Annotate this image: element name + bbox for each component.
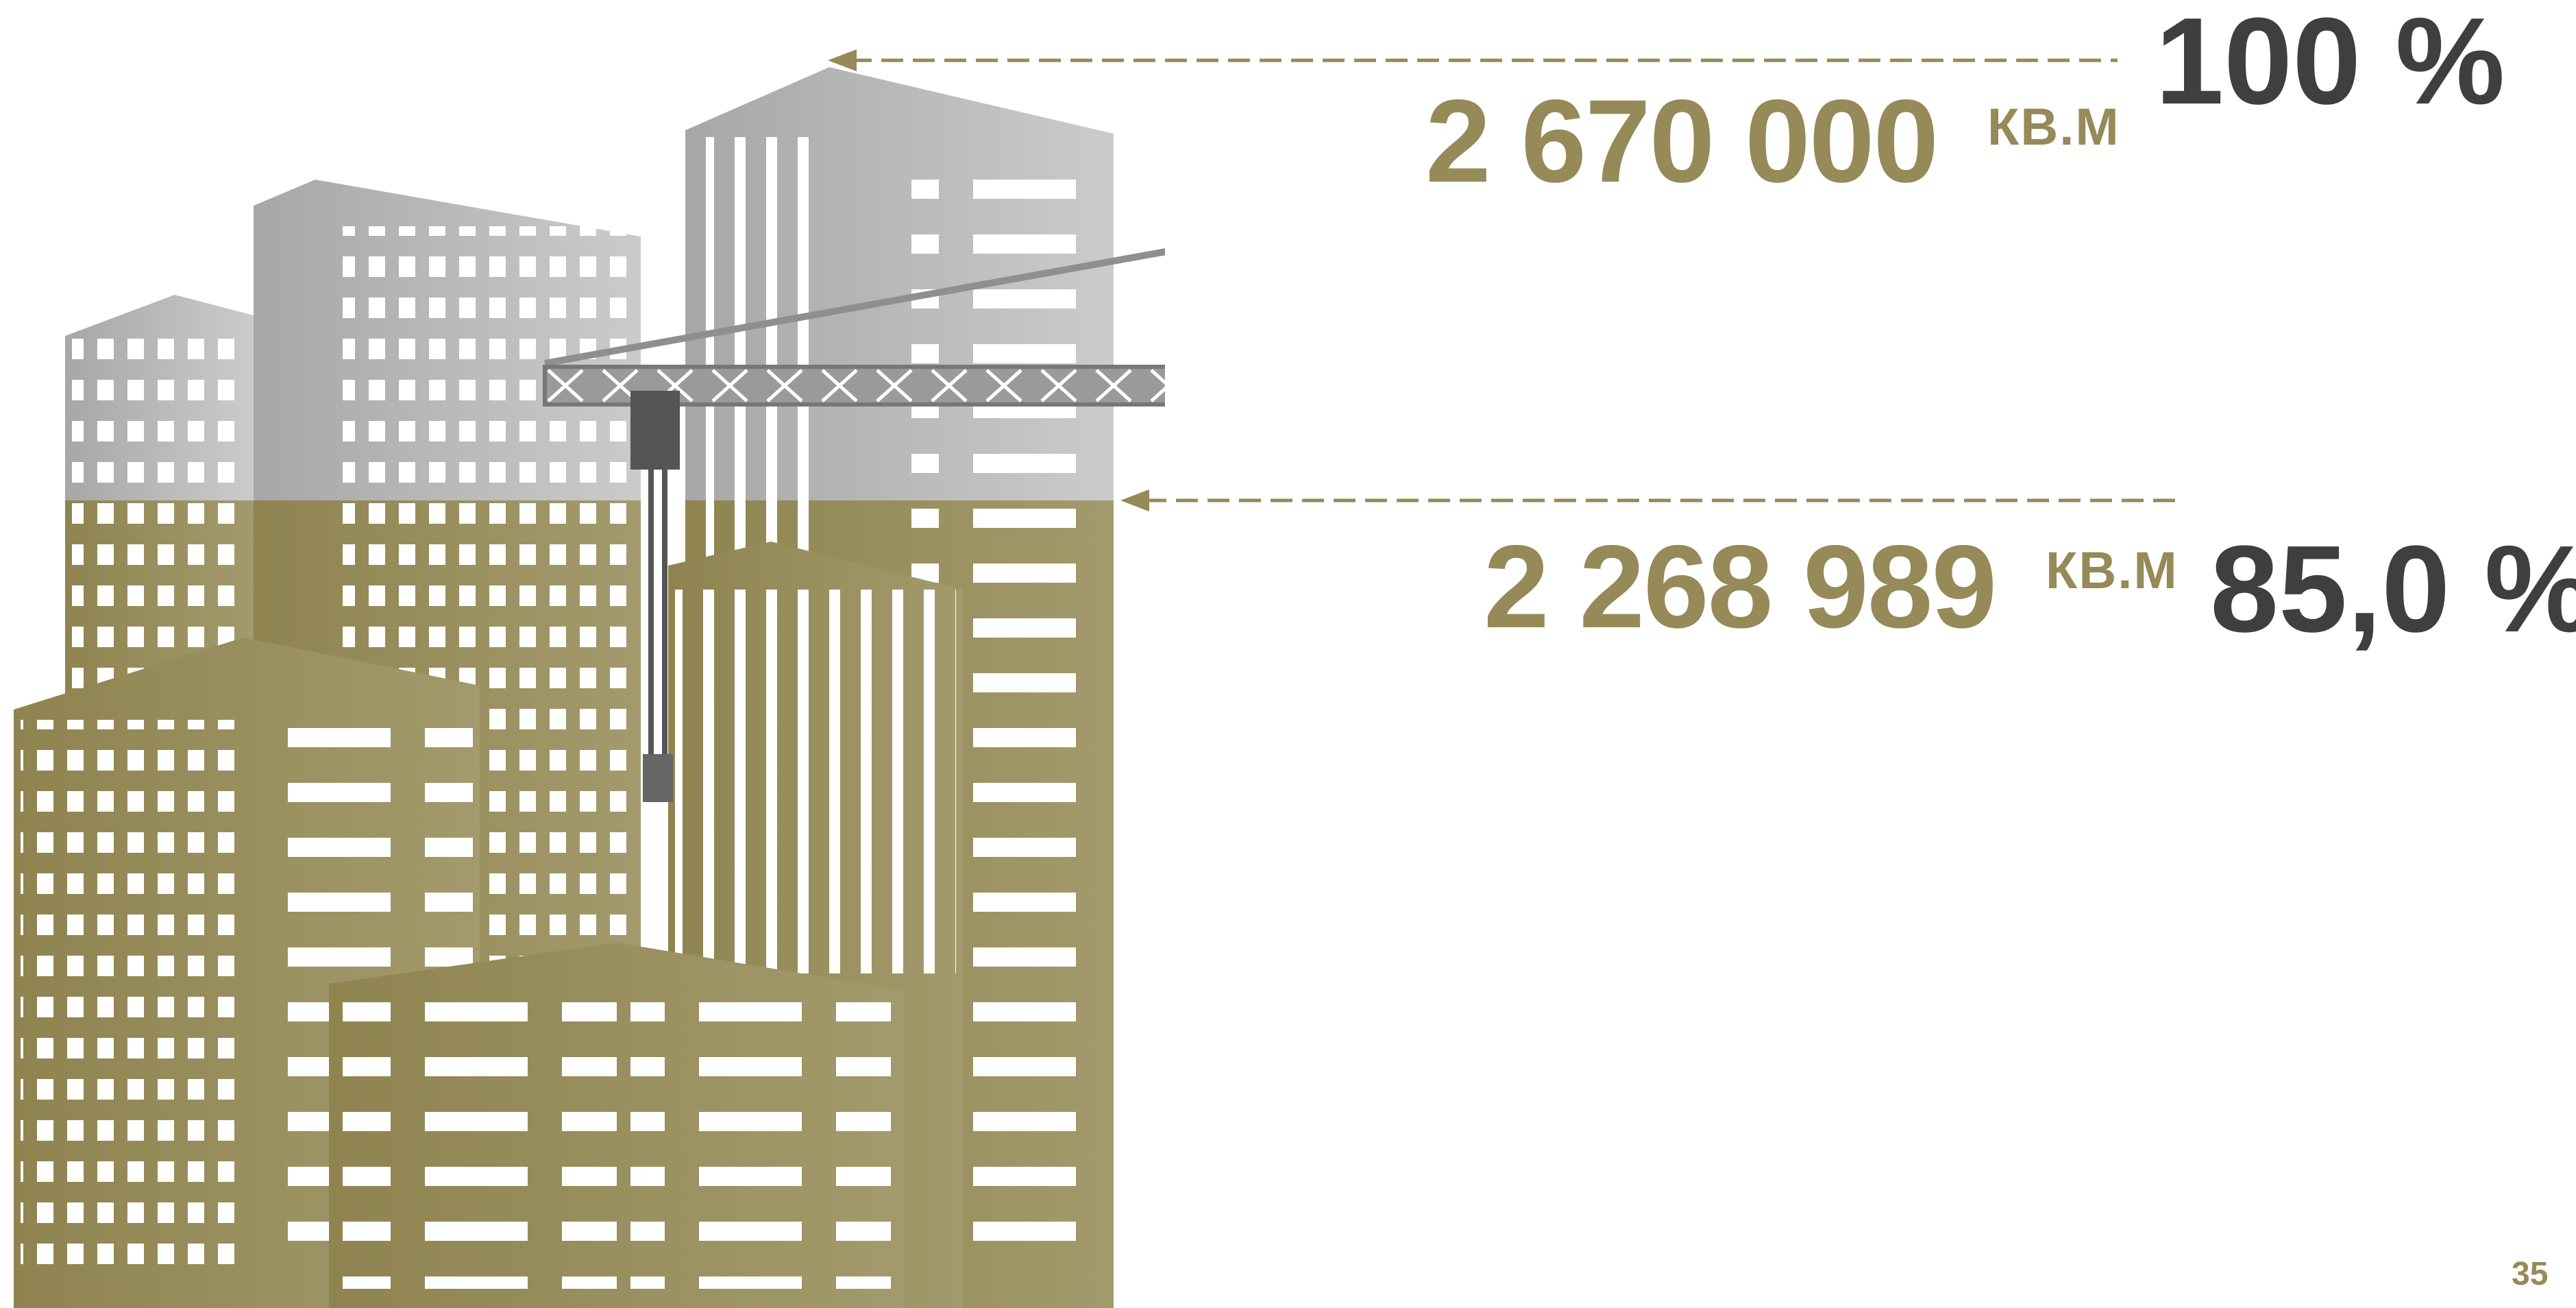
total-area-unit: КВ.М: [1987, 98, 2120, 156]
completed-percent: 85,0 %: [2210, 520, 2576, 658]
completed-area-unit: КВ.М: [2046, 542, 2179, 600]
total-percent: 100 %: [2155, 0, 2505, 130]
page-number: 35: [2512, 1256, 2549, 1292]
city-crane-illustration: [14, 67, 1165, 1308]
completed-arrow: [1120, 489, 2183, 511]
total-area-value: 2 670 000: [1425, 75, 1939, 207]
tower-crane: [543, 248, 1165, 802]
buildings-front: [14, 542, 963, 1308]
completed-area-value: 2 268 989: [1484, 521, 1997, 653]
